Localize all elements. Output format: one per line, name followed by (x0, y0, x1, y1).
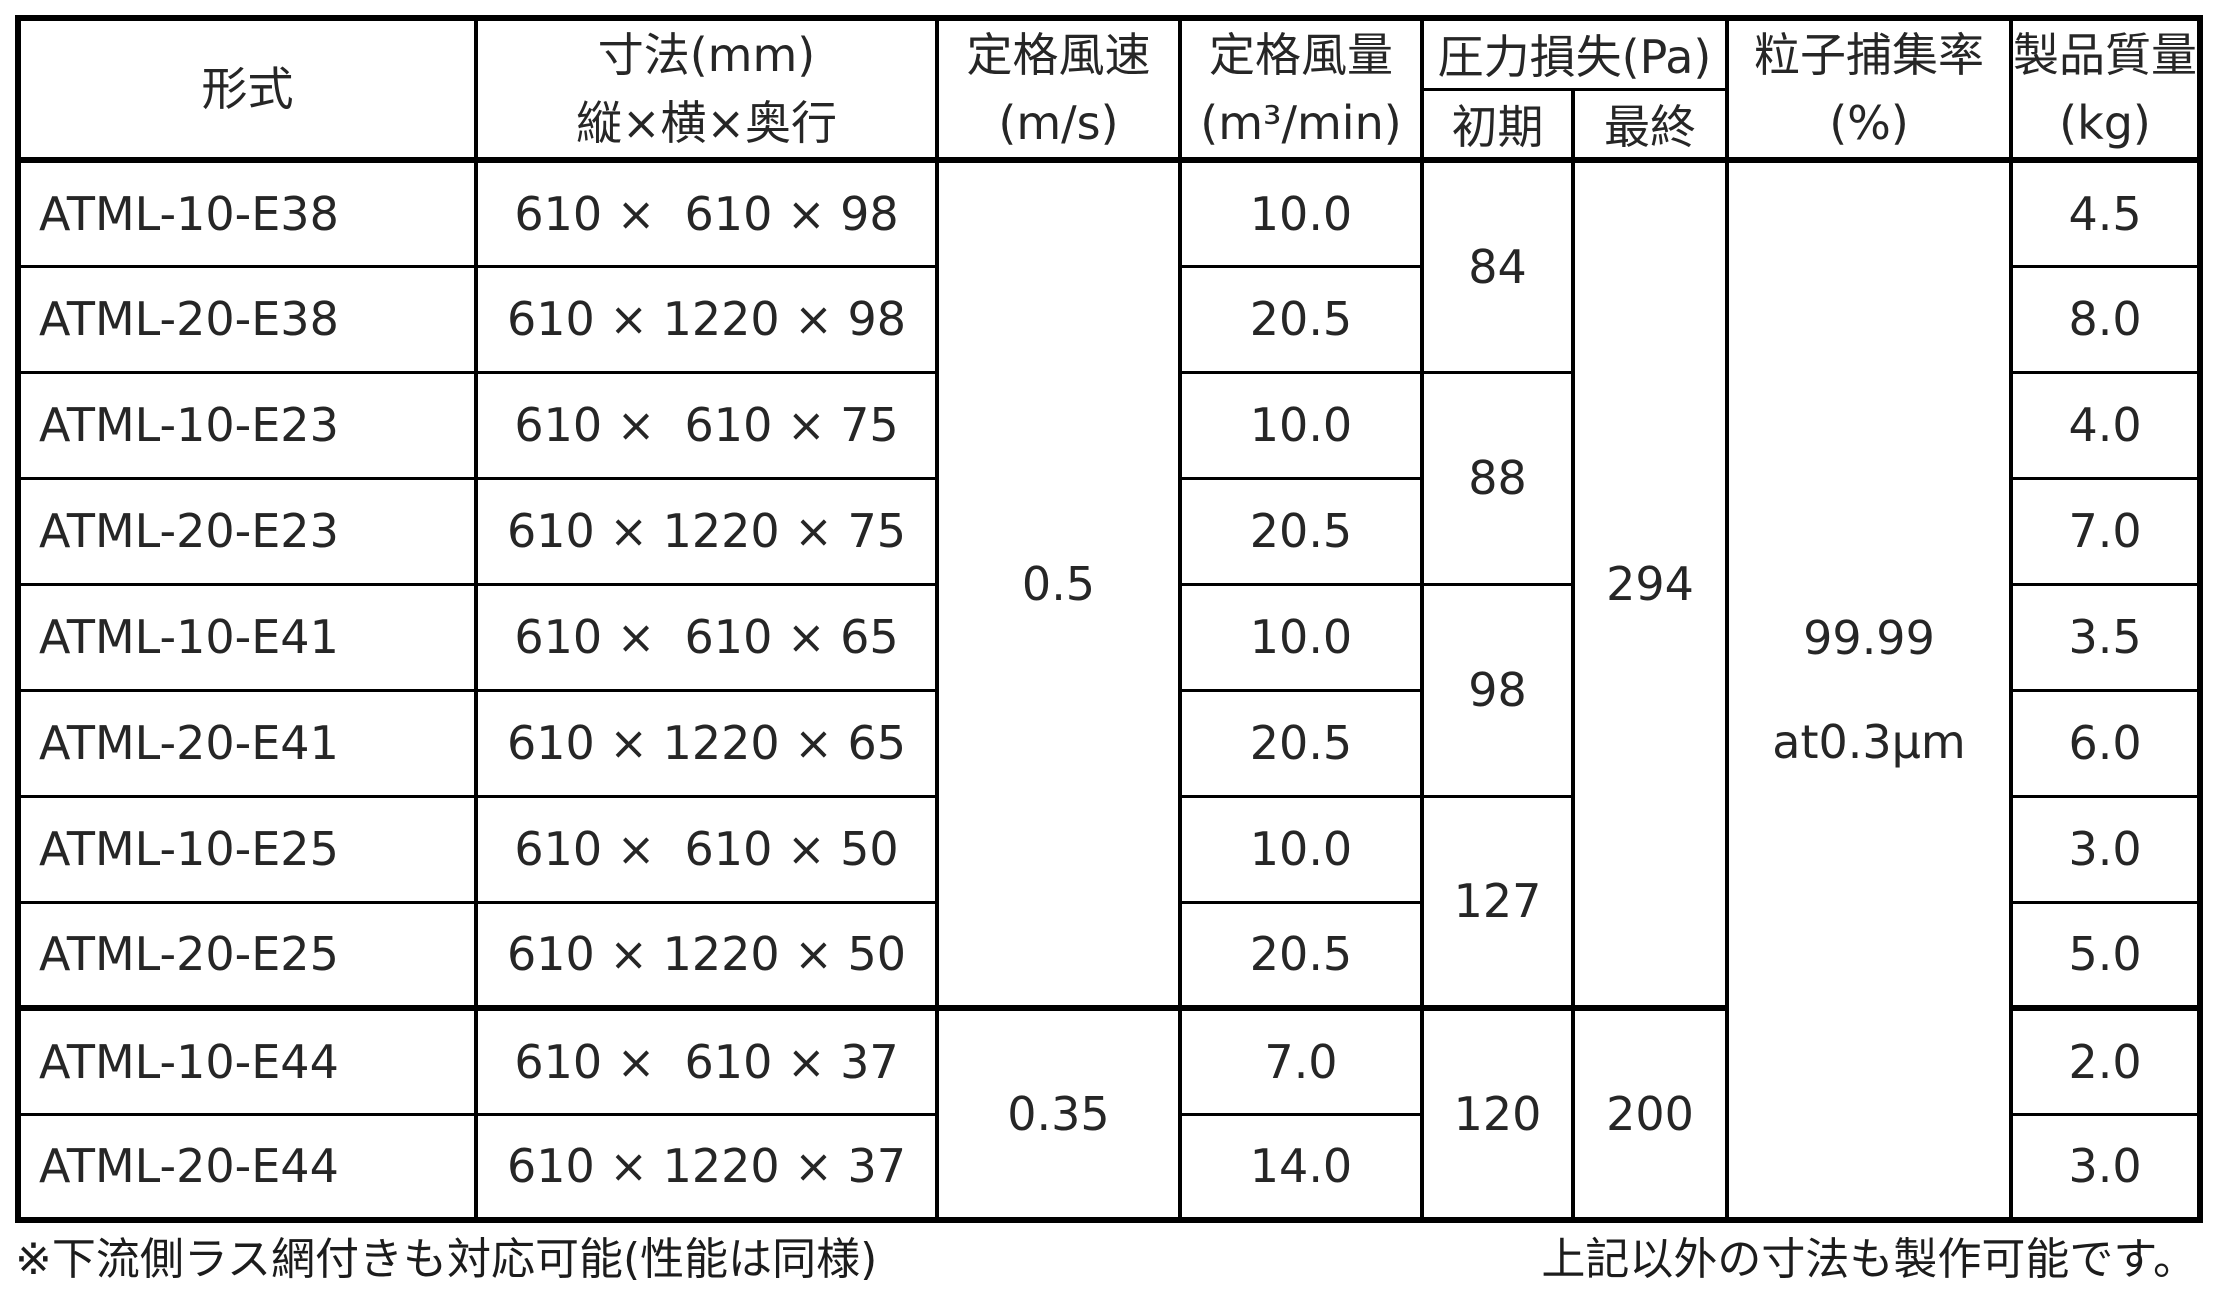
table-row-atml-20-e23: ATML-20-E23 610 × 1220 × 75 20.5 7.0 (16, 476, 2203, 586)
weight-cell: 7.0 (2009, 476, 2203, 586)
airflow-cell: 10.0 (1178, 794, 1424, 904)
airflow-cell: 20.5 (1178, 476, 1424, 586)
weight-cell: 6.0 (2009, 688, 2203, 798)
table-row-atml-10-e38: ATML-10-E38 610 × 610 × 98 0.5 10.0 84 2… (16, 158, 2203, 1222)
col-header-weight-line1: 製品質量 (2013, 28, 2198, 82)
dimensions-cell: 610 × 1220 × 98 (474, 264, 939, 374)
weight-cell: 3.0 (2009, 1112, 2203, 1222)
footnote-left: ※下流側ラス網付きも対応可能(性能は同様) (15, 1234, 878, 1285)
dimensions-cell: 610 × 610 × 98 (474, 158, 939, 268)
model-cell: ATML-10-E23 (16, 370, 478, 480)
col-header-efficiency-line2: (%) (1829, 96, 1909, 150)
footnotes: ※下流側ラス網付きも対応可能(性能は同様) 上記以外の寸法も製作可能です。 (15, 1232, 2197, 1288)
col-header-velocity: 定格風速 (m/s) (935, 16, 1182, 163)
col-header-velocity-line2: (m/s) (998, 96, 1119, 150)
table-row-atml-20-e44: ATML-20-E44 610 × 1220 × 37 14.0 3.0 (16, 1112, 2203, 1222)
col-header-weight-line2: (kg) (2059, 96, 2151, 150)
table-row-atml-20-e38: ATML-20-E38 610 × 1220 × 98 20.5 8.0 (16, 264, 2203, 374)
airflow-cell: 7.0 (1178, 1005, 1424, 1116)
pressure-initial-cell: 120 (1420, 1005, 1575, 1222)
col-header-pressure-loss: 圧力損失(Pa) (1419, 16, 1730, 91)
table-row-atml-10-e44: ATML-10-E44 610 × 610 × 37 0.35 7.0 120 … (16, 1005, 2203, 1222)
col-header-efficiency-line1: 粒子捕集率 (1754, 28, 1985, 82)
pressure-initial-cell: 127 (1420, 794, 1575, 1010)
airflow-cell: 10.0 (1178, 582, 1424, 692)
model-cell: ATML-20-E44 (16, 1112, 478, 1222)
model-cell: ATML-20-E25 (16, 900, 478, 1010)
col-header-airflow: 定格風量 (m³/min) (1178, 16, 1424, 163)
weight-cell: 2.0 (2009, 1005, 2203, 1116)
velocity-cell-group1: 0.5 (935, 158, 1182, 1010)
airflow-cell: 20.5 (1178, 900, 1424, 1010)
model-cell: ATML-10-E44 (16, 1005, 478, 1116)
velocity-cell-group2: 0.35 (935, 1005, 1182, 1222)
weight-cell: 8.0 (2009, 264, 2203, 374)
weight-cell: 3.0 (2009, 794, 2203, 904)
efficiency-cell: 99.99 at0.3μm (1725, 158, 2014, 1222)
header-row-1: 形式 寸法(mm) 縦×横×奥行 定格風速 (m/s) 定格風 (16, 16, 2203, 163)
col-header-efficiency: 粒子捕集率 (%) (1725, 16, 2014, 163)
col-header-airflow-line2: (m³/min) (1200, 96, 1402, 150)
model-cell: ATML-10-E41 (16, 582, 478, 692)
efficiency-condition: at0.3μm (1772, 715, 1966, 769)
dimensions-cell: 610 × 1220 × 65 (474, 688, 939, 798)
model-cell: ATML-10-E38 (16, 158, 478, 268)
dimensions-cell: 610 × 1220 × 75 (474, 476, 939, 586)
model-cell: ATML-20-E41 (16, 688, 478, 798)
airflow-cell: 20.5 (1178, 264, 1424, 374)
col-header-dimensions-line2: 縦×横×奥行 (575, 96, 838, 150)
model-cell: ATML-20-E23 (16, 476, 478, 586)
efficiency-value: 99.99 (1803, 611, 1935, 665)
dimensions-cell: 610 × 610 × 50 (474, 794, 939, 904)
airflow-cell: 14.0 (1178, 1112, 1424, 1222)
pressure-initial-cell: 98 (1420, 582, 1575, 798)
col-header-model-label: 形式 (201, 62, 294, 116)
col-header-airflow-line1: 定格風量 (1209, 28, 1393, 82)
pressure-final-cell-group2: 200 (1570, 1005, 1730, 1222)
table-row-atml-10-e25: ATML-10-E25 610 × 610 × 50 10.0 127 3.0 (16, 794, 2203, 1010)
model-cell: ATML-20-E38 (16, 264, 478, 374)
table-row-atml-20-e25: ATML-20-E25 610 × 1220 × 50 20.5 5.0 (16, 900, 2203, 1010)
pressure-final-cell-group1: 294 (1570, 158, 1730, 1010)
dimensions-cell: 610 × 1220 × 50 (474, 900, 939, 1010)
table-row-atml-20-e41: ATML-20-E41 610 × 1220 × 65 20.5 6.0 (16, 688, 2203, 798)
airflow-cell: 20.5 (1178, 688, 1424, 798)
table-row-atml-10-e41: ATML-10-E41 610 × 610 × 65 10.0 98 3.5 (16, 582, 2203, 798)
col-header-weight: 製品質量 (kg) (2009, 16, 2203, 163)
table-row-atml-10-e23: ATML-10-E23 610 × 610 × 75 10.0 88 4.0 (16, 370, 2203, 586)
col-header-model: 形式 (16, 16, 478, 163)
weight-cell: 5.0 (2009, 900, 2203, 1010)
col-header-dimensions: 寸法(mm) 縦×横×奥行 (474, 16, 939, 163)
airflow-cell: 10.0 (1178, 158, 1424, 268)
dimensions-cell: 610 × 610 × 75 (474, 370, 939, 480)
footnote-right: 上記以外の寸法も製作可能です。 (1541, 1234, 2197, 1285)
pressure-initial-cell: 84 (1420, 158, 1575, 374)
header-row-2: 初期 最終 (18, 87, 2200, 163)
filter-spec-table: 形式 寸法(mm) 縦×横×奥行 定格風速 (m/s) 定格風 (15, 15, 2204, 1223)
col-header-pressure-final: 最終 (1570, 87, 1730, 163)
weight-cell: 4.0 (2009, 370, 2203, 480)
dimensions-cell: 610 × 610 × 37 (474, 1005, 939, 1116)
airflow-cell: 10.0 (1178, 370, 1424, 480)
dimensions-cell: 610 × 1220 × 37 (474, 1112, 939, 1222)
col-header-dimensions-line1: 寸法(mm) (597, 28, 816, 82)
weight-cell: 4.5 (2009, 158, 2203, 268)
col-header-pressure-initial: 初期 (1420, 87, 1575, 163)
pressure-initial-cell: 88 (1420, 370, 1575, 586)
dimensions-cell: 610 × 610 × 65 (474, 582, 939, 692)
model-cell: ATML-10-E25 (16, 794, 478, 904)
weight-cell: 3.5 (2009, 582, 2203, 692)
col-header-velocity-line1: 定格風速 (966, 28, 1151, 82)
